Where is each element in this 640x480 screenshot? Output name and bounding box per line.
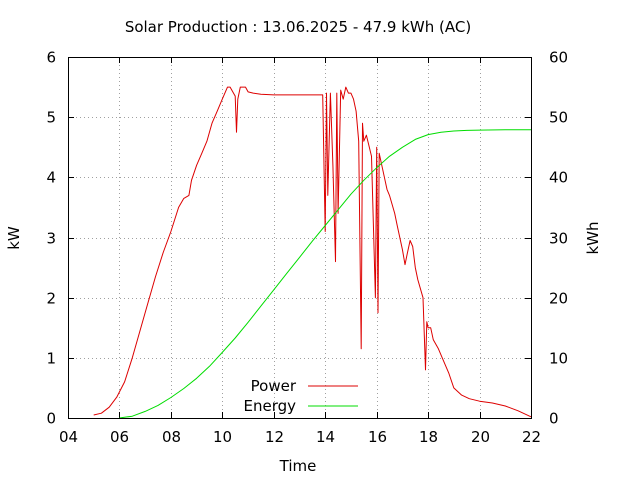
y-tick-label: 0 <box>46 410 56 428</box>
y2-tick-label: 0 <box>549 410 559 428</box>
x-axis-label: Time <box>279 457 317 475</box>
x-tick-labels: 04 06 08 10 12 14 16 18 20 22 <box>59 428 541 446</box>
y2-tick-label: 60 <box>549 49 568 67</box>
y-tick-label: 6 <box>46 49 56 67</box>
legend-label-power: Power <box>251 377 297 395</box>
x-tick-label: 06 <box>110 428 129 446</box>
y2-tick-label: 20 <box>549 290 568 308</box>
y2-tick-label: 50 <box>549 109 568 127</box>
y2-tick-label: 10 <box>549 350 568 368</box>
y-tick-label: 1 <box>46 350 56 368</box>
grid-lines <box>68 57 531 418</box>
plot-frame <box>68 57 532 419</box>
series-lines <box>93 86 532 419</box>
x-tick-label: 04 <box>59 428 78 446</box>
y-tick-labels: 0 1 2 3 4 5 6 <box>46 49 56 428</box>
y-tick-label: 3 <box>46 230 56 248</box>
x-tick-label: 14 <box>316 428 335 446</box>
series-line-energy <box>119 129 531 419</box>
x-tick-label: 16 <box>368 428 387 446</box>
legend-label-energy: Energy <box>243 397 296 415</box>
x-tick-label: 10 <box>213 428 232 446</box>
y2-axis-label: kWh <box>584 221 602 254</box>
y-tick-label: 2 <box>46 290 56 308</box>
y-axis-label: kW <box>5 226 23 250</box>
x-tick-label: 18 <box>419 428 438 446</box>
axis-ticks <box>68 57 532 419</box>
x-tick-label: 12 <box>265 428 284 446</box>
y-tick-label: 4 <box>46 169 56 187</box>
x-tick-label: 20 <box>471 428 490 446</box>
chart-title: Solar Production : 13.06.2025 - 47.9 kWh… <box>125 18 471 36</box>
y2-tick-labels: 0 10 20 30 40 50 60 <box>549 49 568 428</box>
y2-tick-label: 30 <box>549 230 568 248</box>
y-tick-label: 5 <box>46 109 56 127</box>
legend: Power Energy <box>243 377 358 415</box>
x-tick-label: 08 <box>162 428 181 446</box>
y2-tick-label: 40 <box>549 169 568 187</box>
series-line-power <box>93 86 532 418</box>
x-tick-label: 22 <box>522 428 541 446</box>
